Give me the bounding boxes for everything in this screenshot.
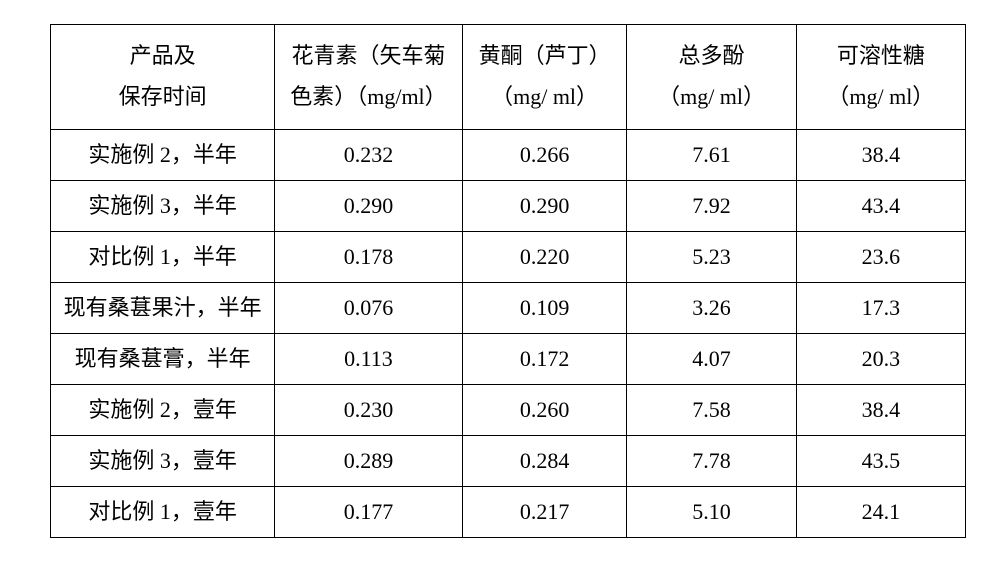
table-container: 产品及 保存时间 花青素（矢车菊 色素）（mg/ml） 黄酮（芦丁） （mg/ …: [0, 0, 1000, 562]
col-header-flavonoid: 黄酮（芦丁） （mg/ ml）: [462, 25, 627, 130]
header-text: 产品及: [59, 36, 266, 77]
cell-value: 0.177: [275, 487, 463, 538]
col-header-anthocyanin: 花青素（矢车菊 色素）（mg/ml）: [275, 25, 463, 130]
header-text: 黄酮（芦丁）: [471, 36, 619, 77]
col-header-product-time: 产品及 保存时间: [51, 25, 275, 130]
row-label: 实施例 2，壹年: [51, 385, 275, 436]
cell-value: 0.289: [275, 436, 463, 487]
row-label: 实施例 2，半年: [51, 130, 275, 181]
cell-value: 38.4: [796, 385, 965, 436]
cell-value: 0.220: [462, 232, 627, 283]
cell-value: 4.07: [627, 334, 796, 385]
cell-value: 3.26: [627, 283, 796, 334]
cell-value: 0.178: [275, 232, 463, 283]
cell-value: 0.284: [462, 436, 627, 487]
row-label: 实施例 3，半年: [51, 181, 275, 232]
table-row: 现有桑葚膏，半年 0.113 0.172 4.07 20.3: [51, 334, 966, 385]
cell-value: 0.290: [462, 181, 627, 232]
cell-value: 24.1: [796, 487, 965, 538]
row-label: 现有桑葚果汁，半年: [51, 283, 275, 334]
cell-value: 0.232: [275, 130, 463, 181]
table-row: 实施例 2，壹年 0.230 0.260 7.58 38.4: [51, 385, 966, 436]
cell-value: 43.5: [796, 436, 965, 487]
cell-value: 0.172: [462, 334, 627, 385]
cell-value: 0.217: [462, 487, 627, 538]
table-row: 实施例 2，半年 0.232 0.266 7.61 38.4: [51, 130, 966, 181]
cell-value: 23.6: [796, 232, 965, 283]
data-table: 产品及 保存时间 花青素（矢车菊 色素）（mg/ml） 黄酮（芦丁） （mg/ …: [50, 24, 966, 538]
table-row: 实施例 3，半年 0.290 0.290 7.92 43.4: [51, 181, 966, 232]
cell-value: 0.290: [275, 181, 463, 232]
cell-value: 5.10: [627, 487, 796, 538]
col-header-sugar: 可溶性糖 （mg/ ml）: [796, 25, 965, 130]
cell-value: 5.23: [627, 232, 796, 283]
cell-value: 20.3: [796, 334, 965, 385]
table-row: 对比例 1，壹年 0.177 0.217 5.10 24.1: [51, 487, 966, 538]
cell-value: 0.113: [275, 334, 463, 385]
cell-value: 17.3: [796, 283, 965, 334]
table-header: 产品及 保存时间 花青素（矢车菊 色素）（mg/ml） 黄酮（芦丁） （mg/ …: [51, 25, 966, 130]
cell-value: 38.4: [796, 130, 965, 181]
table-row: 实施例 3，壹年 0.289 0.284 7.78 43.5: [51, 436, 966, 487]
header-text: 可溶性糖: [805, 36, 957, 77]
cell-value: 7.58: [627, 385, 796, 436]
cell-value: 7.61: [627, 130, 796, 181]
row-label: 对比例 1，壹年: [51, 487, 275, 538]
col-header-polyphenol: 总多酚 （mg/ ml）: [627, 25, 796, 130]
cell-value: 0.109: [462, 283, 627, 334]
row-label: 现有桑葚膏，半年: [51, 334, 275, 385]
table-body: 实施例 2，半年 0.232 0.266 7.61 38.4 实施例 3，半年 …: [51, 130, 966, 538]
header-row: 产品及 保存时间 花青素（矢车菊 色素）（mg/ml） 黄酮（芦丁） （mg/ …: [51, 25, 966, 130]
header-text: 花青素（矢车菊: [283, 36, 454, 77]
table-row: 对比例 1，半年 0.178 0.220 5.23 23.6: [51, 232, 966, 283]
header-text: （mg/ ml）: [471, 77, 619, 118]
row-label: 对比例 1，半年: [51, 232, 275, 283]
header-text: 色素）（mg/ml）: [283, 77, 454, 118]
header-text: 总多酚: [635, 36, 787, 77]
cell-value: 7.78: [627, 436, 796, 487]
table-row: 现有桑葚果汁，半年 0.076 0.109 3.26 17.3: [51, 283, 966, 334]
cell-value: 43.4: [796, 181, 965, 232]
cell-value: 0.076: [275, 283, 463, 334]
cell-value: 0.260: [462, 385, 627, 436]
cell-value: 0.266: [462, 130, 627, 181]
row-label: 实施例 3，壹年: [51, 436, 275, 487]
header-text: （mg/ ml）: [805, 77, 957, 118]
header-text: 保存时间: [59, 77, 266, 118]
cell-value: 0.230: [275, 385, 463, 436]
header-text: （mg/ ml）: [635, 77, 787, 118]
cell-value: 7.92: [627, 181, 796, 232]
